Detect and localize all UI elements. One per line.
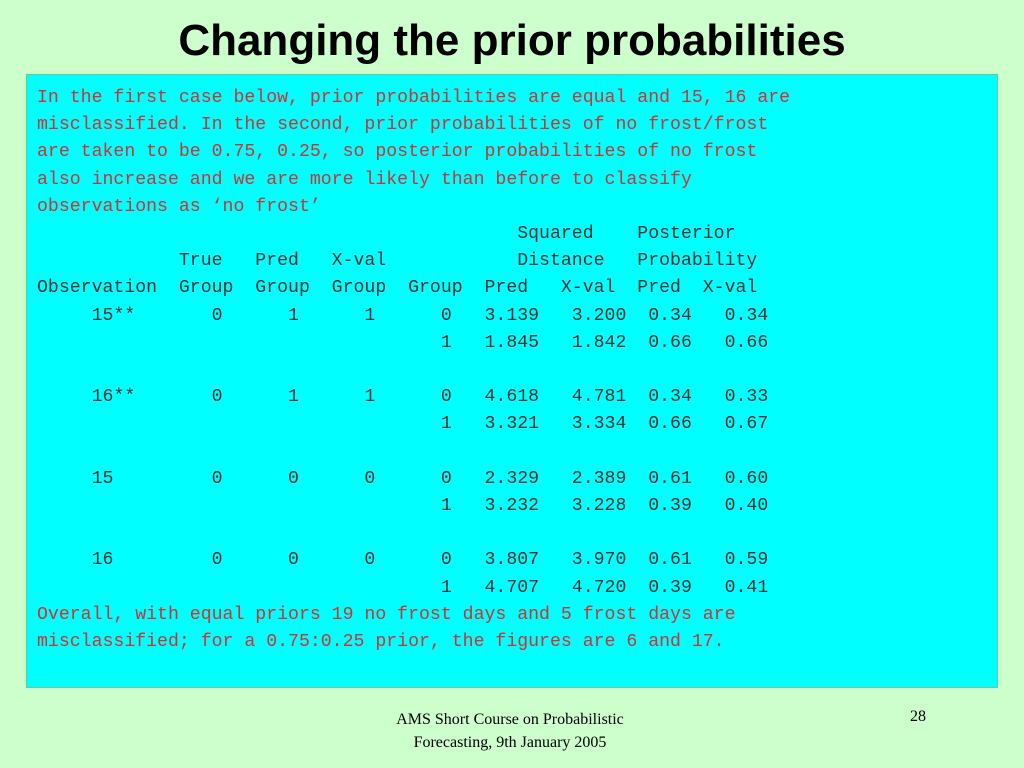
summary-line: misclassified; for a 0.75:0.25 prior, th… xyxy=(37,632,725,653)
table-row: 1 4.707 4.720 0.39 0.41 xyxy=(37,577,769,598)
table-header-row: True Pred X-val Distance Probability xyxy=(37,251,758,272)
footer-course: AMS Short Course on Probabilistic Foreca… xyxy=(300,708,720,754)
page-number: 28 xyxy=(910,708,926,725)
table-row: 16** 0 1 1 0 4.618 4.781 0.34 0.33 xyxy=(37,387,769,408)
table-header-row: Observation Group Group Group Group Pred… xyxy=(37,278,758,299)
table-header-row: Squared Posterior xyxy=(37,224,736,245)
content-text: In the first case below, prior probabili… xyxy=(37,85,790,656)
footer-line: AMS Short Course on Probabilistic xyxy=(396,711,624,728)
table-row: 15** 0 1 1 0 3.139 3.200 0.34 0.34 xyxy=(37,305,769,326)
table-row: 1 1.845 1.842 0.66 0.66 xyxy=(37,332,769,353)
summary-line: Overall, with equal priors 19 no frost d… xyxy=(37,604,736,625)
intro-line: are taken to be 0.75, 0.25, so posterior… xyxy=(37,142,758,163)
table-row: 1 3.232 3.228 0.39 0.40 xyxy=(37,496,769,517)
table-row: 1 3.321 3.334 0.66 0.67 xyxy=(37,414,769,435)
intro-line: misclassified. In the second, prior prob… xyxy=(37,115,769,136)
intro-line: also increase and we are more likely tha… xyxy=(37,169,692,190)
footer-line: Forecasting, 9th January 2005 xyxy=(413,734,607,751)
slide-title: Changing the prior probabilities xyxy=(178,16,846,65)
table-row: 16 0 0 0 0 3.807 3.970 0.61 0.59 xyxy=(37,550,769,571)
content-panel: In the first case below, prior probabili… xyxy=(26,74,998,688)
intro-line: observations as ‘no frost’ xyxy=(37,196,321,217)
intro-line: In the first case below, prior probabili… xyxy=(37,88,791,108)
table-row: 15 0 0 0 0 2.329 2.389 0.61 0.60 xyxy=(37,468,769,489)
